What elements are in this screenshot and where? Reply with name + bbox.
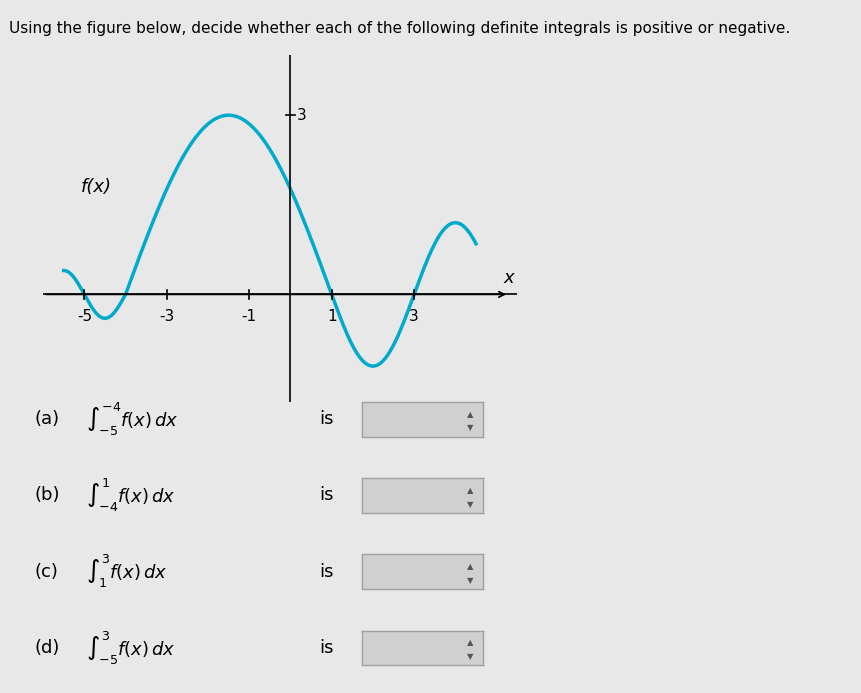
- Text: $\int_{1}^{3} f(x)\,dx$: $\int_{1}^{3} f(x)\,dx$: [86, 553, 168, 590]
- Text: ▼: ▼: [467, 423, 474, 432]
- Text: f(x): f(x): [81, 178, 112, 196]
- Text: ▼: ▼: [467, 576, 474, 585]
- Text: ▲: ▲: [467, 410, 474, 419]
- Text: is: is: [319, 639, 333, 657]
- Text: (c): (c): [34, 563, 59, 581]
- Text: ▼: ▼: [467, 500, 474, 509]
- Text: ▲: ▲: [467, 638, 474, 647]
- Text: x: x: [503, 270, 514, 287]
- Text: is: is: [319, 563, 333, 581]
- Text: -1: -1: [241, 309, 257, 324]
- Text: Using the figure below, decide whether each of the following definite integrals : Using the figure below, decide whether e…: [9, 21, 789, 36]
- Text: $\int_{-5}^{3} f(x)\,dx$: $\int_{-5}^{3} f(x)\,dx$: [86, 629, 176, 667]
- Text: 3: 3: [409, 309, 418, 324]
- Text: is: is: [319, 410, 333, 428]
- Text: ▼: ▼: [467, 652, 474, 661]
- Text: -3: -3: [159, 309, 174, 324]
- Text: ▲: ▲: [467, 486, 474, 495]
- Text: (d): (d): [34, 639, 59, 657]
- Text: 1: 1: [326, 309, 336, 324]
- Text: ▲: ▲: [467, 562, 474, 571]
- Text: 3: 3: [296, 107, 306, 123]
- Text: (b): (b): [34, 486, 60, 505]
- Text: -5: -5: [77, 309, 92, 324]
- Text: $\int_{-5}^{-4} f(x)\,dx$: $\int_{-5}^{-4} f(x)\,dx$: [86, 401, 178, 438]
- Text: is: is: [319, 486, 333, 505]
- Text: $\int_{-4}^{1} f(x)\,dx$: $\int_{-4}^{1} f(x)\,dx$: [86, 477, 176, 514]
- Text: (a): (a): [34, 410, 59, 428]
